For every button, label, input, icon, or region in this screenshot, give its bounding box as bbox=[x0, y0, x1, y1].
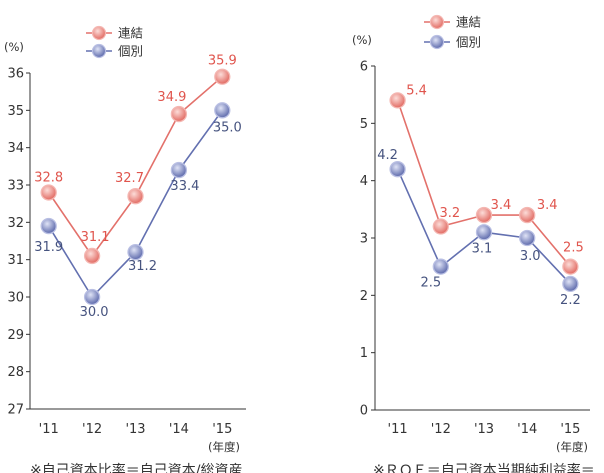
y-tick-label: 1 bbox=[360, 346, 368, 361]
y-tick-label: 6 bbox=[360, 60, 368, 75]
y-tick-label: 36 bbox=[7, 67, 24, 82]
data-label-consolidated: 5.4 bbox=[406, 83, 427, 98]
data-label-non-consolidated: 4.2 bbox=[377, 148, 398, 163]
y-tick-label: 33 bbox=[7, 179, 24, 194]
y-tick-label: 35 bbox=[7, 104, 24, 119]
data-label-consolidated: 32.8 bbox=[34, 170, 63, 185]
data-point-non-consolidated bbox=[389, 161, 406, 178]
equity-ratio-footnote: ※自己資本比率＝自己資本/総資産 bbox=[30, 463, 243, 473]
data-point-consolidated bbox=[432, 218, 449, 235]
data-label-non-consolidated: 35.0 bbox=[213, 120, 242, 135]
legend-marker bbox=[429, 14, 445, 30]
data-point-non-consolidated bbox=[519, 229, 536, 247]
roe-chart: (%) (年度) 0 1 2 3 4 5 6 '11 '12 '13 '14 '15 5.4 3.2 3.4 3.… bbox=[352, 15, 590, 454]
legend-label: 個別 bbox=[456, 35, 481, 50]
legend-item-non-consolidated: 個別 bbox=[424, 35, 481, 50]
data-point-consolidated bbox=[519, 206, 536, 224]
y-unit-label: (%) bbox=[352, 33, 372, 47]
data-point-consolidated bbox=[127, 188, 144, 205]
data-point-consolidated bbox=[170, 105, 188, 123]
y-tick-label: 34 bbox=[7, 141, 24, 156]
legend-marker bbox=[429, 34, 445, 50]
legend-label: 連結 bbox=[456, 15, 481, 30]
data-point-consolidated bbox=[40, 184, 57, 201]
x-tick-label: '14 bbox=[517, 422, 537, 437]
y-tick-label: 28 bbox=[7, 365, 24, 380]
data-label-non-consolidated: 30.0 bbox=[80, 305, 109, 320]
data-label-consolidated: 3.4 bbox=[491, 198, 512, 213]
data-point-non-consolidated bbox=[127, 244, 144, 261]
data-point-non-consolidated bbox=[40, 217, 57, 235]
data-label-non-consolidated: 2.5 bbox=[420, 276, 441, 291]
data-label-consolidated: 3.4 bbox=[537, 198, 558, 213]
equity-ratio-chart: (%) (年度) 27 28 29 30 31 32 33 34 35 36 '11 '12 '13 '14 '… bbox=[4, 26, 246, 454]
x-tick-label: '12 bbox=[82, 422, 102, 437]
roe-footnote: ※ＲＯＥ＝自己資本当期純利益率＝ bbox=[373, 463, 595, 473]
legend-item-consolidated: 連結 bbox=[424, 15, 481, 30]
data-point-consolidated bbox=[562, 258, 579, 275]
data-label-consolidated: 34.9 bbox=[157, 90, 186, 105]
data-point-consolidated bbox=[83, 247, 101, 265]
series-line-consolidated bbox=[48, 76, 223, 257]
y-tick-label: 3 bbox=[360, 232, 368, 247]
x-tick-label: '13 bbox=[474, 422, 494, 437]
data-point-non-consolidated bbox=[83, 288, 101, 306]
data-label-consolidated: 3.2 bbox=[439, 206, 460, 221]
y-tick-label: 30 bbox=[7, 291, 24, 306]
x-tick-label: '13 bbox=[125, 422, 145, 437]
data-label-non-consolidated: 31.2 bbox=[128, 259, 157, 274]
y-tick-label: 27 bbox=[7, 403, 24, 418]
x-tick-label: '14 bbox=[169, 422, 189, 437]
data-point-consolidated bbox=[389, 92, 406, 109]
y-tick-label: 29 bbox=[7, 328, 24, 343]
x-tick-label: '15 bbox=[560, 422, 580, 437]
data-point-non-consolidated bbox=[214, 102, 231, 119]
data-point-consolidated bbox=[475, 206, 493, 224]
data-label-consolidated: 2.5 bbox=[563, 241, 584, 256]
data-label-non-consolidated: 31.9 bbox=[34, 240, 63, 255]
data-point-non-consolidated bbox=[432, 258, 449, 275]
data-label-consolidated: 31.1 bbox=[81, 230, 110, 245]
legend-label: 個別 bbox=[118, 44, 143, 59]
data-label-consolidated: 35.9 bbox=[208, 54, 237, 69]
data-point-non-consolidated bbox=[170, 161, 188, 179]
y-tick-label: 31 bbox=[7, 253, 24, 268]
data-point-non-consolidated bbox=[562, 275, 579, 293]
x-tick-label: '15 bbox=[212, 422, 232, 437]
legend-marker bbox=[91, 25, 107, 41]
x-tick-label: '11 bbox=[39, 422, 59, 437]
legend-label: 連結 bbox=[118, 26, 143, 41]
data-label-non-consolidated: 3.0 bbox=[520, 249, 541, 264]
x-tick-label: '12 bbox=[431, 422, 451, 437]
y-tick-label: 2 bbox=[360, 289, 368, 304]
y-tick-label: 32 bbox=[7, 216, 24, 231]
x-unit-label: (年度) bbox=[208, 440, 240, 454]
data-label-consolidated: 32.7 bbox=[115, 171, 144, 186]
data-label-non-consolidated: 3.1 bbox=[472, 241, 493, 256]
x-tick-label: '11 bbox=[388, 422, 408, 437]
legend-item-consolidated: 連結 bbox=[86, 26, 143, 41]
data-label-non-consolidated: 2.2 bbox=[560, 293, 581, 308]
data-label-non-consolidated: 33.4 bbox=[170, 179, 199, 194]
legend-marker bbox=[91, 43, 107, 59]
data-point-non-consolidated bbox=[475, 224, 493, 241]
legend-item-non-consolidated: 個別 bbox=[86, 44, 143, 59]
y-unit-label: (%) bbox=[4, 40, 24, 54]
x-unit-label: (年度) bbox=[556, 440, 588, 454]
data-point-consolidated bbox=[214, 68, 231, 85]
y-tick-label: 4 bbox=[360, 174, 368, 189]
y-tick-label: 0 bbox=[360, 404, 368, 419]
y-tick-label: 5 bbox=[360, 117, 368, 132]
